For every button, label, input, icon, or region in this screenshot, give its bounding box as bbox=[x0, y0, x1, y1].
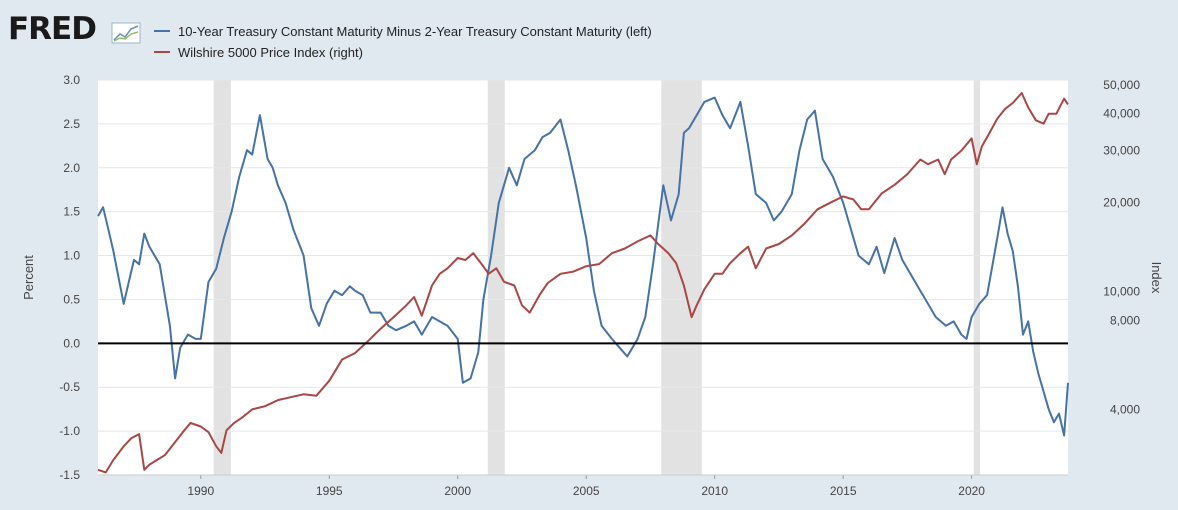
y-right-tick-label: 4,000 bbox=[1110, 402, 1140, 416]
x-tick-label: 2010 bbox=[701, 484, 728, 498]
chart-line-icon bbox=[111, 22, 141, 44]
y-left-tick-label: -1.0 bbox=[59, 424, 80, 438]
x-tick-label: 2015 bbox=[830, 484, 857, 498]
y-right-tick-label: 20,000 bbox=[1103, 196, 1140, 210]
y-left-tick-label: -0.5 bbox=[59, 380, 80, 394]
y-right-tick-label: 30,000 bbox=[1103, 144, 1140, 158]
x-tick-label: 1990 bbox=[187, 484, 214, 498]
y-right-tick-label: 10,000 bbox=[1103, 285, 1140, 299]
x-tick-label: 2020 bbox=[958, 484, 985, 498]
y-axis-title-left: Percent bbox=[21, 255, 36, 300]
recession-band bbox=[487, 80, 505, 475]
y-left-tick-label: 1.0 bbox=[63, 249, 80, 263]
legend-label-wilshire: Wilshire 5000 Price Index (right) bbox=[178, 44, 363, 60]
x-tick-label: 1995 bbox=[316, 484, 343, 498]
y-left-tick-label: 0.5 bbox=[63, 292, 80, 306]
legend-item-wilshire[interactable]: Wilshire 5000 Price Index (right) bbox=[154, 43, 363, 61]
legend-item-spread[interactable]: 10-Year Treasury Constant Maturity Minus… bbox=[154, 22, 652, 40]
recession-band bbox=[213, 80, 231, 475]
plot-area bbox=[98, 80, 1068, 475]
recession-band bbox=[973, 80, 981, 475]
x-tick-label: 2005 bbox=[573, 484, 600, 498]
y-left-tick-label: 0.0 bbox=[63, 336, 80, 350]
y-axis-title-right: Index bbox=[1149, 262, 1164, 294]
y-left-tick-label: 2.0 bbox=[63, 161, 80, 175]
legend-swatch-spread bbox=[154, 30, 170, 32]
y-left-tick-label: -1.5 bbox=[59, 468, 80, 482]
x-tick-label: 2000 bbox=[444, 484, 471, 498]
legend-swatch-wilshire bbox=[154, 51, 170, 53]
series-line-wilshire bbox=[97, 92, 1069, 474]
y-left-tick-label: 1.5 bbox=[63, 205, 80, 219]
y-left-tick-label: 3.0 bbox=[63, 73, 80, 87]
y-right-tick-label: 8,000 bbox=[1110, 313, 1140, 327]
series-line-spread bbox=[97, 96, 1069, 437]
y-right-tick-label: 50,000 bbox=[1103, 78, 1140, 92]
chart-header: FRED 10-Year Treasury Constant Maturity … bbox=[0, 0, 1178, 70]
y-right-tick-label: 40,000 bbox=[1103, 107, 1140, 121]
fred-logo[interactable]: FRED bbox=[8, 11, 97, 47]
legend-label-spread: 10-Year Treasury Constant Maturity Minus… bbox=[178, 23, 652, 39]
y-left-tick-label: 2.5 bbox=[63, 117, 80, 131]
